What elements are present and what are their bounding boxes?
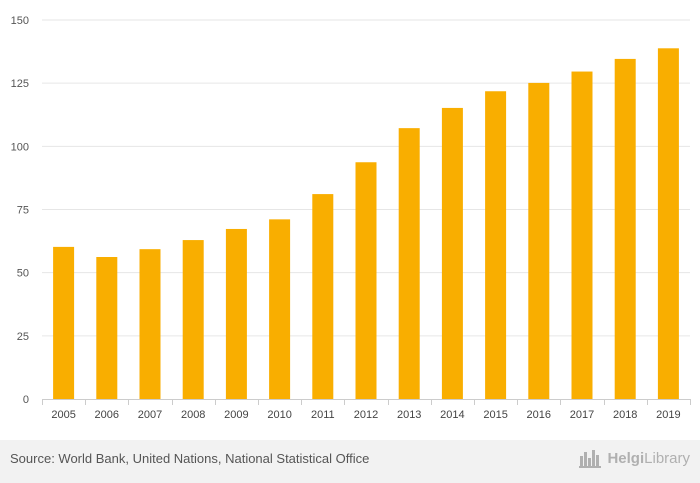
bar-2012[interactable]: [355, 162, 377, 399]
y-tick-label: 0: [23, 394, 29, 406]
x-tick-label: 2005: [51, 409, 75, 421]
bar-2019[interactable]: [657, 48, 679, 399]
x-tick-label: 2009: [224, 409, 248, 421]
x-tick-label: 2014: [440, 409, 464, 421]
bar-2008[interactable]: [182, 240, 204, 399]
y-tick-label: 150: [11, 15, 29, 27]
x-tick-label: 2015: [483, 409, 507, 421]
bars: [53, 48, 679, 399]
y-tick-label: 125: [11, 78, 29, 90]
x-tick-label: 2006: [95, 409, 119, 421]
brand-name-light: Library: [644, 449, 690, 467]
bar-2005[interactable]: [53, 246, 75, 399]
bar-2014[interactable]: [441, 107, 463, 399]
y-tick-label: 75: [17, 205, 29, 217]
x-tick-label: 2017: [570, 409, 594, 421]
bar-2006[interactable]: [96, 257, 118, 399]
x-tick-label: 2016: [527, 409, 551, 421]
y-tick-label: 50: [17, 268, 29, 280]
x-tick-label: 2013: [397, 409, 421, 421]
bar-2009[interactable]: [225, 228, 247, 399]
x-tick-label: 2010: [267, 409, 291, 421]
bar-2015[interactable]: [485, 91, 507, 399]
source-note: Source: World Bank, United Nations, Nati…: [10, 451, 370, 466]
x-tick-label: 2018: [613, 409, 637, 421]
bar-2017[interactable]: [571, 71, 593, 399]
bar-2007[interactable]: [139, 249, 161, 399]
brand-name-bold: Helgi: [607, 449, 645, 467]
bar-2010[interactable]: [269, 219, 291, 399]
helgilibrary-logo[interactable]: HelgiLibrary: [579, 448, 690, 468]
bar-2016[interactable]: [528, 82, 550, 399]
y-tick-label: 100: [11, 141, 29, 153]
x-tick-label: 2019: [656, 409, 680, 421]
x-tick-label: 2008: [181, 409, 205, 421]
x-axis: 2005 2006 2007 2008 2009 2010 2011 2012 2013 2014…: [42, 399, 691, 421]
y-axis: 0 25 50 75 100 125 150: [11, 15, 29, 406]
x-tick-label: 2012: [354, 409, 378, 421]
city-skyline-icon: [579, 450, 602, 468]
bar-2011[interactable]: [312, 194, 334, 399]
x-tick-label: 2007: [138, 409, 162, 421]
bar-2018[interactable]: [614, 58, 636, 399]
bar-chart: 0 25 50 75 100 125 150 2005 2006 2007 2008 2009 201…: [11, 15, 691, 421]
bar-2013[interactable]: [398, 128, 420, 399]
footer: Source: World Bank, United Nations, Nati…: [0, 440, 700, 483]
x-tick-label: 2011: [311, 409, 335, 421]
y-tick-label: 25: [17, 331, 29, 343]
